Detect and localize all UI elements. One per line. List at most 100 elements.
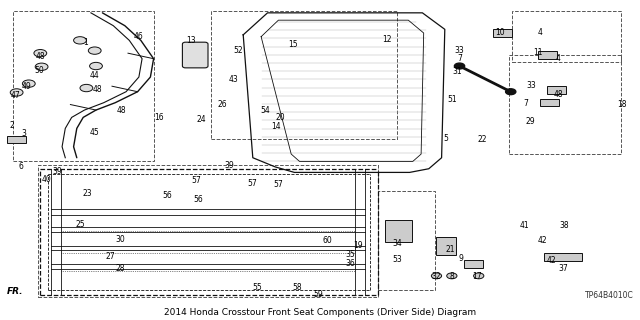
Text: 33: 33 [454, 46, 465, 55]
Text: 32: 32 [431, 272, 442, 282]
Text: 59: 59 [314, 291, 324, 300]
Text: 9: 9 [458, 254, 463, 263]
Text: TP64B4010C: TP64B4010C [585, 291, 634, 300]
Text: 49: 49 [22, 82, 32, 91]
Circle shape [74, 37, 86, 44]
Text: 4: 4 [538, 28, 543, 37]
Text: 41: 41 [520, 221, 530, 230]
Text: 2014 Honda Crosstour Front Seat Components (Driver Side) Diagram: 2014 Honda Crosstour Front Seat Componen… [164, 308, 476, 317]
Text: 2: 2 [9, 121, 14, 130]
Text: 7: 7 [524, 99, 529, 108]
Text: 48: 48 [116, 106, 127, 115]
Circle shape [454, 63, 465, 69]
Text: 39: 39 [52, 167, 62, 176]
Text: 37: 37 [558, 264, 568, 273]
Text: 50: 50 [35, 66, 45, 75]
Circle shape [447, 273, 457, 279]
Text: 27: 27 [105, 252, 115, 261]
Text: 52: 52 [233, 46, 243, 55]
Text: 7: 7 [457, 54, 462, 63]
Text: 21: 21 [446, 245, 455, 254]
Bar [538, 51, 557, 59]
Text: 35: 35 [346, 250, 356, 259]
Text: 15: 15 [288, 39, 298, 49]
Text: 42: 42 [538, 236, 548, 245]
Text: 60: 60 [323, 236, 333, 245]
Text: 23: 23 [83, 189, 93, 198]
Circle shape [35, 63, 48, 70]
Text: 36: 36 [346, 259, 356, 268]
Text: 4: 4 [556, 54, 561, 63]
Text: 48: 48 [553, 90, 563, 99]
Text: 47: 47 [10, 91, 20, 100]
Text: 20: 20 [275, 113, 285, 122]
Text: 34: 34 [392, 239, 402, 248]
Text: 43: 43 [228, 75, 239, 84]
Text: 31: 31 [452, 67, 462, 76]
Text: 1: 1 [83, 38, 88, 47]
Text: 48: 48 [93, 85, 103, 94]
Bar [378, 191, 435, 290]
Bar [211, 11, 397, 140]
Text: 25: 25 [75, 220, 85, 229]
Circle shape [506, 89, 516, 95]
Text: 48: 48 [35, 52, 45, 61]
Text: FR.: FR. [7, 287, 24, 296]
Text: 38: 38 [559, 221, 570, 230]
Text: 33: 33 [526, 81, 536, 90]
Text: 44: 44 [90, 71, 100, 80]
Text: 58: 58 [292, 283, 303, 292]
Text: 51: 51 [447, 94, 457, 104]
Text: 18: 18 [618, 100, 627, 109]
Text: 10: 10 [495, 28, 506, 37]
Text: 46: 46 [133, 32, 143, 41]
Circle shape [431, 273, 442, 279]
Bar [509, 55, 621, 154]
Text: 53: 53 [392, 255, 402, 264]
Bar [464, 260, 483, 268]
Text: 14: 14 [271, 122, 282, 131]
Circle shape [34, 50, 47, 57]
Text: 12: 12 [382, 35, 391, 44]
Text: 45: 45 [90, 128, 100, 137]
Text: 57: 57 [247, 179, 257, 188]
Bar [547, 86, 566, 93]
Text: 57: 57 [191, 176, 201, 185]
Text: 17: 17 [472, 272, 482, 282]
Text: 56: 56 [193, 196, 204, 204]
Circle shape [88, 47, 101, 54]
Text: 19: 19 [353, 241, 364, 250]
FancyBboxPatch shape [182, 42, 208, 68]
Text: 3: 3 [22, 129, 27, 138]
Text: 39: 39 [224, 161, 234, 170]
Text: 11: 11 [533, 48, 542, 57]
Text: 6: 6 [18, 163, 23, 172]
Text: 55: 55 [252, 283, 262, 292]
Text: 28: 28 [116, 264, 125, 273]
Text: 29: 29 [525, 116, 535, 125]
Text: 57: 57 [273, 180, 284, 189]
Text: 42: 42 [547, 256, 557, 265]
Circle shape [474, 273, 484, 279]
Bar [38, 165, 378, 297]
Text: 13: 13 [186, 36, 196, 45]
Text: 8: 8 [449, 272, 454, 282]
Circle shape [22, 80, 35, 87]
Text: 54: 54 [260, 106, 271, 115]
Text: 22: 22 [478, 135, 487, 144]
Bar [436, 236, 456, 255]
Circle shape [80, 84, 93, 92]
Bar [493, 29, 512, 37]
Text: 40: 40 [41, 174, 51, 183]
Text: 16: 16 [154, 113, 164, 122]
Text: 5: 5 [443, 134, 448, 143]
Text: 24: 24 [196, 116, 206, 124]
Bar [13, 11, 154, 161]
Circle shape [10, 89, 23, 96]
Text: 26: 26 [218, 100, 228, 109]
Bar [512, 11, 621, 62]
Text: 56: 56 [163, 191, 173, 200]
Bar [540, 99, 559, 106]
Bar [7, 136, 26, 143]
Bar [385, 220, 412, 242]
